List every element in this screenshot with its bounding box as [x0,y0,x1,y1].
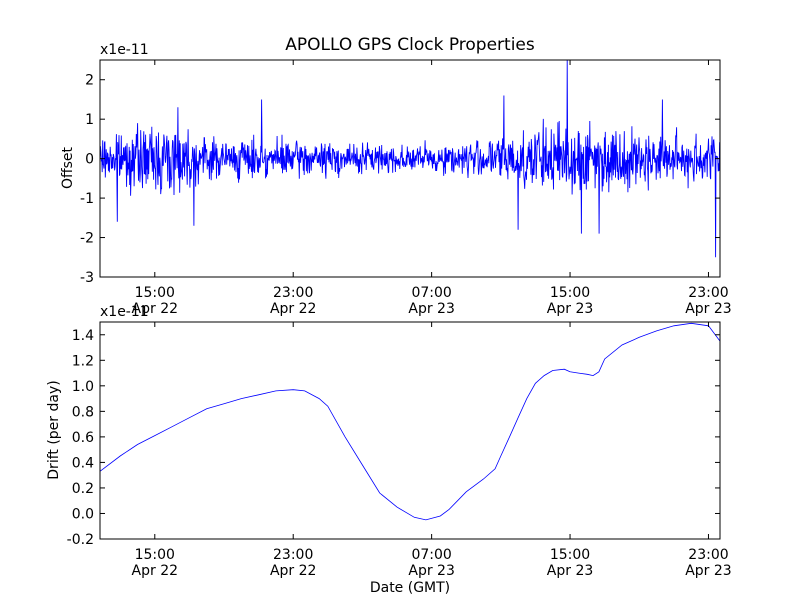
y-tick-label: -3 [80,270,94,286]
figure-title: APOLLO GPS Clock Properties [285,35,535,55]
x-tick-label-date: Apr 22 [132,301,178,317]
x-tick-label-date: Apr 23 [547,563,593,579]
drift-y-ticks: -0.2 0.0 0.2 0.4 0.6 0.8 1.0 1.2 1.4 [67,328,720,548]
drift-scale-label: x1e-11 [100,304,149,320]
y-tick-label: 1.0 [72,379,94,395]
x-tick-label-time: 23:00 [273,547,313,563]
offset-y-ticks: -3 -2 -1 0 1 2 [80,73,720,286]
y-tick-label: -2 [80,231,94,247]
offset-y-label: Offset [60,146,76,189]
x-tick-label-date: Apr 23 [685,301,731,317]
x-axis-label: Date (GMT) [370,580,450,596]
y-tick-label: 0 [85,152,94,168]
x-tick-label-date: Apr 22 [270,301,316,317]
drift-plot-area [99,322,721,521]
y-tick-label: 0.8 [72,404,94,420]
y-tick-label: 0.2 [72,481,94,497]
x-tick-label-date: Apr 23 [408,301,454,317]
y-tick-label: 0.0 [72,506,94,522]
y-tick-label: 1 [85,112,94,128]
y-tick-label: 1.4 [72,328,94,344]
x-tick-label-date: Apr 23 [547,301,593,317]
drift-axes-frame [99,321,721,540]
y-tick-label: -0.2 [67,532,94,548]
x-tick-label-time: 07:00 [411,547,451,563]
x-tick-label-time: 15:00 [135,547,175,563]
x-tick-label-time: 23:00 [688,285,728,301]
x-tick-label-time: 23:00 [273,285,313,301]
x-tick-label-time: 15:00 [135,285,175,301]
x-tick-label-date: Apr 23 [408,563,454,579]
x-tick-label-date: Apr 22 [270,563,316,579]
y-tick-label: 0.4 [72,455,94,471]
y-tick-label: 0.6 [72,430,94,446]
offset-plot-area [99,59,721,258]
y-tick-label: 1.2 [72,353,94,369]
x-tick-label-time: 07:00 [411,285,451,301]
x-tick-label-date: Apr 23 [685,563,731,579]
x-tick-label-time: 23:00 [688,547,728,563]
y-tick-label: 2 [85,73,94,89]
drift-y-label: Drift (per day) [46,380,62,479]
offset-axes-frame [99,59,721,278]
drift-series-line [99,322,721,521]
y-tick-label: -1 [80,191,94,207]
x-tick-label-time: 15:00 [550,547,590,563]
offset-scale-label: x1e-11 [100,42,149,58]
x-tick-label-time: 15:00 [550,285,590,301]
x-tick-label-date: Apr 22 [132,563,178,579]
offset-series-line [99,59,721,258]
